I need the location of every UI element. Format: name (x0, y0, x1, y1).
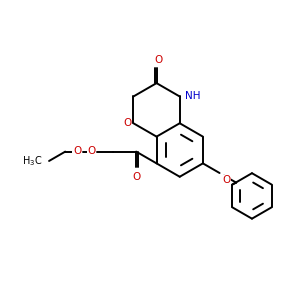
Text: O: O (222, 176, 230, 185)
Text: O: O (124, 118, 132, 128)
Text: H$_3$C: H$_3$C (22, 154, 43, 168)
Text: O: O (132, 172, 140, 182)
Text: O: O (154, 55, 162, 65)
Text: O: O (88, 146, 96, 156)
Text: NH: NH (185, 91, 201, 100)
Text: O: O (73, 146, 81, 156)
